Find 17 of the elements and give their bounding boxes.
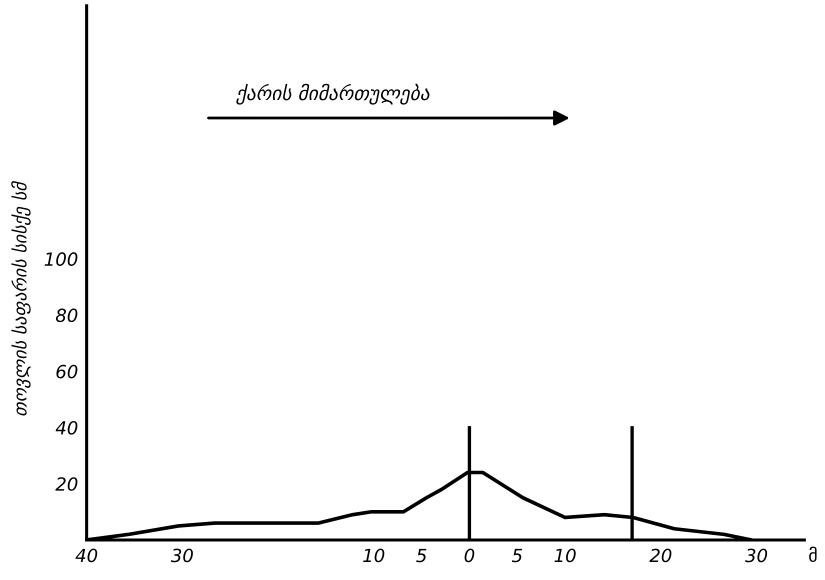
- x-tick-label: 30: [170, 548, 193, 562]
- annotation: ქარის მიმართულება: [236, 84, 430, 105]
- y-tick-label: 60: [56, 364, 78, 378]
- x-tick-label: 30: [745, 548, 768, 562]
- x-tick-label: 40: [75, 548, 98, 562]
- x-tick-label: 0: [464, 548, 474, 562]
- x-tick-label: 10: [363, 548, 384, 562]
- x-tick-label: 5: [512, 548, 522, 562]
- x-tick-label: 10: [554, 548, 576, 562]
- x-axis-title: მ: [809, 546, 817, 562]
- y-tick-label: 100: [44, 252, 78, 266]
- x-tick-label: 20: [649, 548, 672, 562]
- y-tick-label: 20: [55, 477, 78, 491]
- y-tick-label: 80: [56, 308, 78, 322]
- y-tick-label: 40: [56, 420, 78, 435]
- y-axis-title: თოვლის საფარის სისქე სმ: [11, 181, 31, 416]
- x-tick-label: 5: [416, 548, 426, 562]
